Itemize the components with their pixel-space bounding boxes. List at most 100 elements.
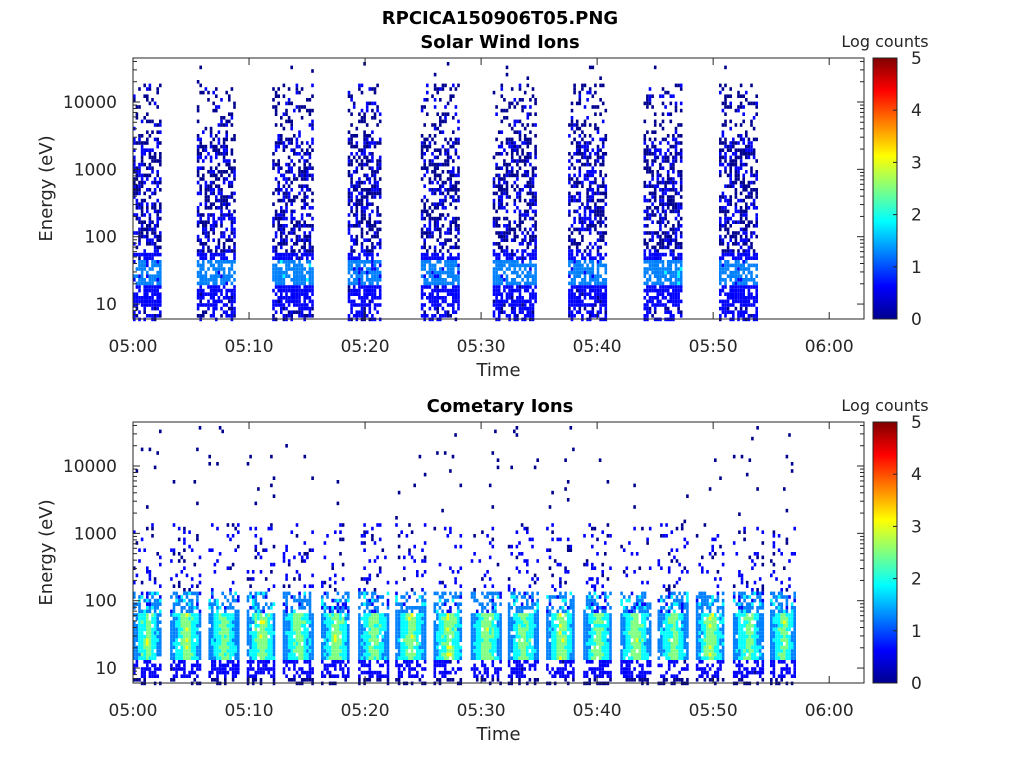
heatmap-cell: [233, 134, 236, 138]
heatmap-cell: [599, 306, 602, 311]
heatmap-cell: [659, 148, 662, 152]
heatmap-cell: [172, 674, 176, 678]
heatmap-cell: [358, 87, 361, 91]
heatmap-cell: [441, 256, 445, 260]
heatmap-cell: [441, 198, 445, 203]
heatmap-cell: [217, 238, 221, 242]
heatmap-cell: [581, 238, 584, 242]
heatmap-cell: [220, 231, 223, 235]
heatmap-cell: [180, 634, 184, 639]
heatmap-cell: [646, 105, 649, 109]
heatmap-cell: [729, 87, 732, 91]
heatmap-cell: [230, 231, 234, 235]
heatmap-cell: [185, 642, 189, 646]
heatmap-cell: [143, 299, 146, 304]
heatmap-cell: [138, 620, 141, 624]
heatmap-cell: [215, 252, 218, 257]
heatmap-cell: [153, 624, 157, 628]
heatmap-cell: [439, 202, 442, 206]
heatmap-cell: [177, 616, 181, 621]
heatmap-cell: [215, 249, 218, 253]
heatmap-cell: [282, 303, 286, 307]
heatmap-cell: [755, 285, 758, 289]
heatmap-cell: [747, 191, 751, 196]
heatmap-cell: [199, 155, 202, 160]
heatmap-cell: [596, 198, 600, 203]
heatmap-cell: [659, 256, 662, 260]
heatmap-cell: [669, 310, 673, 314]
heatmap-cell: [739, 252, 743, 257]
heatmap-cell: [156, 209, 159, 214]
heatmap-cell: [311, 274, 314, 278]
heatmap-cell: [352, 213, 356, 217]
heatmap-cell: [726, 227, 730, 232]
heatmap-cell: [217, 267, 221, 271]
heatmap-cell: [529, 281, 532, 286]
heatmap-cell: [293, 249, 296, 253]
heatmap-cell: [439, 148, 442, 152]
heatmap-cell: [719, 288, 722, 293]
heatmap-cell: [217, 252, 221, 257]
heatmap-cell: [534, 134, 537, 138]
heatmap-cell: [581, 299, 584, 304]
heatmap-cell: [233, 216, 236, 221]
heatmap-cell: [306, 202, 309, 206]
heatmap-cell: [648, 213, 652, 217]
heatmap-cell: [172, 656, 176, 660]
heatmap-cell: [215, 177, 218, 181]
heatmap-cell: [153, 278, 157, 282]
heatmap-cell: [199, 83, 202, 88]
heatmap-cell: [742, 137, 745, 142]
heatmap-cell: [156, 263, 159, 268]
heatmap-cell: [674, 256, 678, 260]
heatmap-cell: [156, 278, 159, 282]
heatmap-cell: [661, 112, 665, 116]
heatmap-cell: [376, 141, 379, 145]
heatmap-cell: [272, 98, 275, 102]
heatmap-cell: [643, 195, 647, 199]
heatmap-cell: [452, 141, 455, 145]
heatmap-cell: [653, 306, 657, 311]
heatmap-cell: [737, 220, 740, 224]
heatmap-cell: [573, 137, 576, 142]
heatmap-cell: [454, 87, 458, 91]
heatmap-cell: [653, 155, 657, 160]
heatmap-cell: [347, 155, 351, 160]
heatmap-cell: [431, 303, 434, 307]
heatmap-cell: [719, 159, 722, 163]
heatmap-cell: [573, 267, 576, 271]
heatmap-cell: [523, 126, 527, 131]
heatmap-cell: [436, 202, 439, 206]
heatmap-cell: [177, 526, 181, 531]
heatmap-cell: [220, 234, 223, 239]
heatmap-cell: [588, 213, 592, 217]
heatmap-cell: [661, 166, 665, 170]
heatmap-cell: [495, 263, 498, 268]
heatmap-cell: [277, 296, 280, 300]
heatmap-cell: [752, 263, 756, 268]
heatmap-cell: [428, 177, 432, 181]
heatmap-cell: [516, 191, 519, 196]
heatmap-cell: [529, 177, 532, 181]
heatmap-cell: [151, 656, 154, 660]
heatmap-cell: [436, 87, 439, 91]
heatmap-cell: [295, 234, 299, 239]
heatmap-cell: [518, 119, 522, 124]
heatmap-cell: [282, 252, 286, 257]
heatmap-cell: [311, 216, 314, 221]
heatmap-cell: [492, 177, 496, 181]
heatmap-cell: [742, 314, 745, 318]
heatmap-cell: [371, 141, 374, 145]
heatmap-cell: [747, 314, 751, 318]
heatmap-cell: [531, 256, 535, 260]
heatmap-cell: [439, 314, 442, 318]
heatmap-cell: [423, 173, 426, 178]
heatmap-cell: [604, 285, 608, 289]
heatmap-cell: [596, 252, 600, 257]
heatmap-cell: [360, 249, 364, 253]
heatmap-cell: [426, 170, 429, 174]
heatmap-cell: [755, 281, 758, 286]
heatmap-cell: [510, 166, 514, 170]
heatmap-cell: [457, 180, 460, 185]
heatmap-cell: [497, 224, 501, 228]
